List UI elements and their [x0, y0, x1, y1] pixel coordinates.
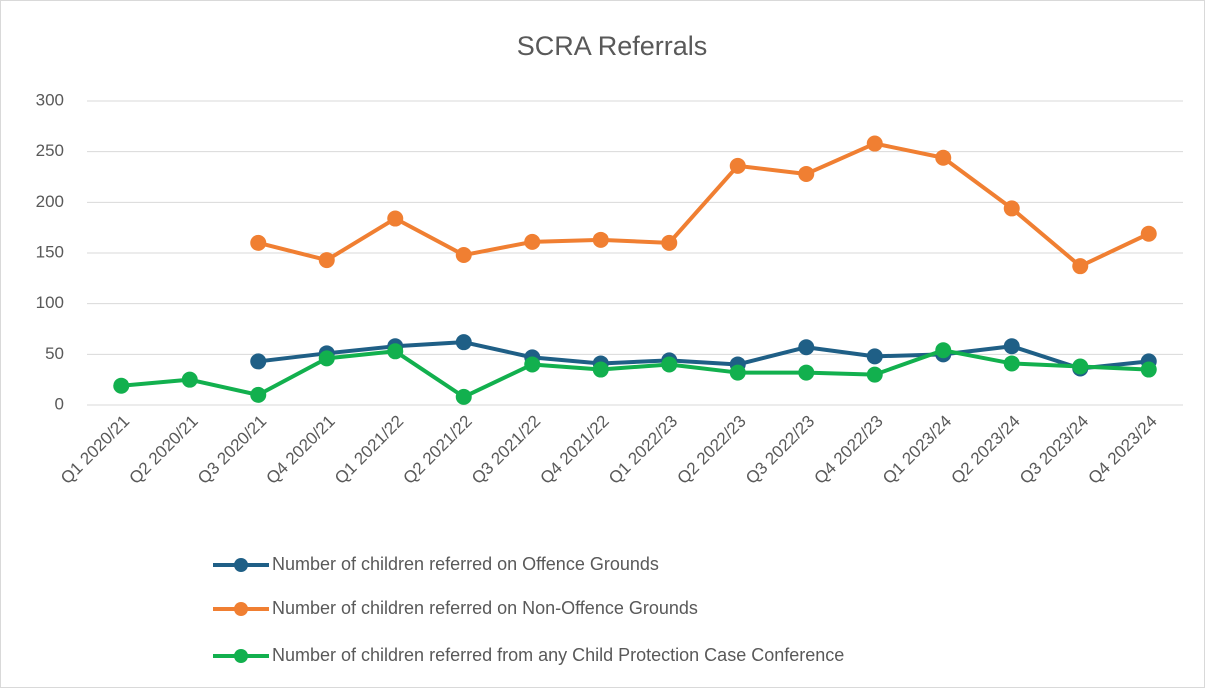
- data-point: [181, 371, 198, 388]
- data-point: [798, 364, 815, 381]
- y-tick-label: 300: [36, 90, 64, 109]
- data-point: [524, 233, 541, 250]
- series-line: [257, 141, 1150, 269]
- y-tick-label: 50: [45, 344, 64, 363]
- data-point: [455, 247, 472, 264]
- data-point: [387, 343, 404, 360]
- data-point: [455, 334, 472, 351]
- legend-marker: [234, 558, 248, 572]
- y-tick-label: 0: [55, 394, 64, 413]
- y-tick-label: 250: [36, 141, 64, 160]
- chart-title: SCRA Referrals: [517, 31, 708, 61]
- data-point: [250, 386, 267, 403]
- data-point: [935, 342, 952, 359]
- data-point: [250, 234, 267, 251]
- data-point: [661, 356, 678, 373]
- data-point: [592, 231, 609, 248]
- data-point: [935, 149, 952, 166]
- legend-label: Number of children referred on Non-Offen…: [272, 598, 698, 618]
- data-point: [798, 165, 815, 182]
- data-point: [318, 350, 335, 367]
- data-point: [798, 339, 815, 356]
- data-point: [1140, 225, 1157, 242]
- data-point: [592, 361, 609, 378]
- data-point: [866, 135, 883, 152]
- data-point: [524, 356, 541, 373]
- data-point: [729, 364, 746, 381]
- data-point: [729, 157, 746, 174]
- data-point: [1072, 358, 1089, 375]
- data-point: [250, 353, 267, 370]
- y-tick-label: 150: [36, 242, 64, 261]
- data-point: [113, 377, 130, 394]
- data-point: [1072, 258, 1089, 275]
- series-line: [258, 340, 1149, 371]
- y-tick-label: 100: [36, 293, 64, 312]
- data-point: [866, 348, 883, 365]
- series-line: [121, 348, 1149, 399]
- data-point: [661, 234, 678, 251]
- data-point: [387, 210, 404, 227]
- data-point: [1003, 355, 1020, 372]
- legend-label: Number of children referred from any Chi…: [272, 645, 844, 665]
- legend-marker: [234, 602, 248, 616]
- legend-marker: [234, 649, 248, 663]
- data-point: [455, 388, 472, 405]
- legend-label: Number of children referred on Offence G…: [272, 554, 659, 574]
- data-point: [1003, 200, 1020, 217]
- data-point: [318, 252, 335, 269]
- data-point: [1003, 338, 1020, 355]
- data-point: [1140, 361, 1157, 378]
- y-tick-label: 200: [36, 192, 64, 211]
- data-point: [866, 366, 883, 383]
